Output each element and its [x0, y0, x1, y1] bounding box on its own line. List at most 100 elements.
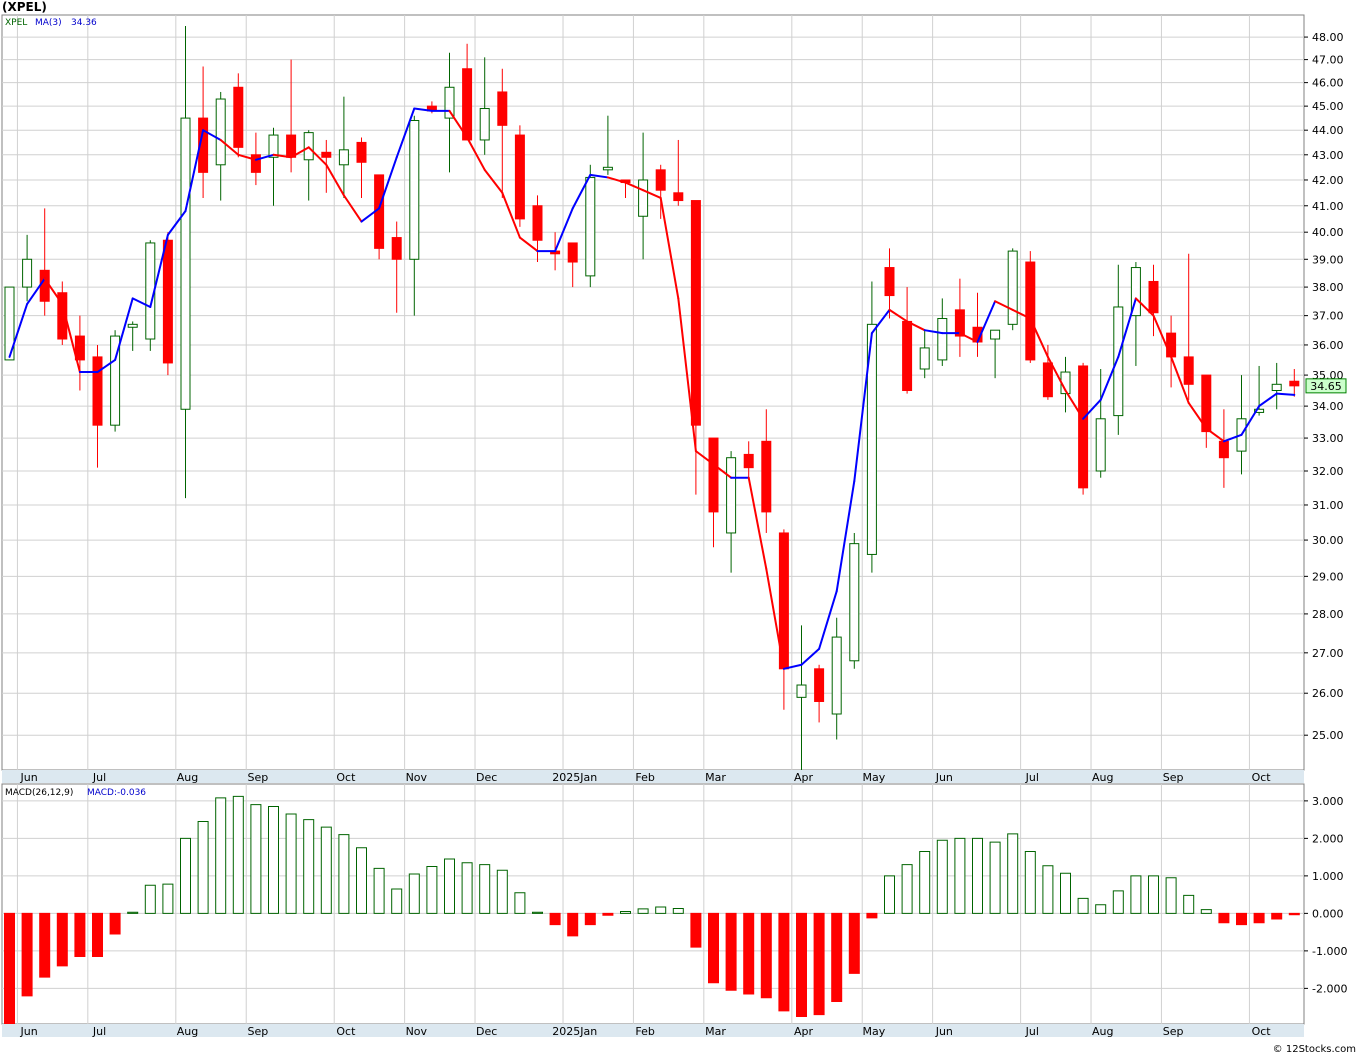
macd-histogram-bar: [848, 912, 860, 974]
macd-histogram-bar: [708, 912, 719, 984]
ma-segment: [782, 663, 803, 670]
macd-histogram-bar: [1271, 912, 1283, 920]
candle-body: [1078, 365, 1089, 489]
ma-segment: [1205, 427, 1225, 443]
candle-body: [743, 453, 754, 469]
candle-body: [356, 141, 367, 163]
price-y-tick-label: 36.00: [1312, 339, 1344, 352]
ma-segment: [290, 146, 310, 159]
macd-histogram-bar: [496, 869, 508, 914]
macd-histogram-bar: [461, 862, 473, 914]
macd-histogram-bar: [1077, 897, 1089, 914]
macd-histogram-bar: [92, 912, 103, 957]
ma-segment: [1258, 392, 1278, 408]
macd-histogram-bar: [250, 804, 262, 914]
x-tick-label-bottom: May: [863, 1025, 886, 1038]
macd-y-tick-label: 2.000: [1312, 832, 1344, 845]
candle-body: [726, 457, 737, 534]
candle-body: [1130, 267, 1141, 317]
ma-segment: [994, 300, 1014, 311]
macd-histogram-bar: [1007, 833, 1019, 914]
price-y-tick-label: 26.00: [1312, 687, 1344, 700]
ma-segment: [1240, 405, 1261, 436]
candle-body: [831, 636, 842, 715]
ma-segment: [1099, 355, 1120, 401]
macd-histogram-bar: [303, 819, 315, 914]
macd-histogram-bar: [338, 834, 350, 914]
macd-histogram-bar: [373, 867, 385, 914]
ma-segment: [712, 463, 733, 479]
macd-histogram-bar: [989, 841, 1001, 914]
ma-segment: [96, 358, 117, 374]
ma-segment: [395, 107, 416, 159]
candle-body: [761, 440, 772, 513]
candle-body: [1025, 261, 1036, 361]
ma-segment: [325, 163, 345, 197]
x-tick-label-top: Jul: [92, 771, 106, 784]
x-tick-label-bottom: Dec: [476, 1025, 497, 1038]
x-tick-label-bottom: Jul: [1025, 1025, 1039, 1038]
x-tick-label-bottom: Feb: [635, 1025, 654, 1038]
ma-segment: [360, 207, 381, 223]
macd-histogram-bar: [725, 912, 737, 991]
ma-segment: [906, 320, 926, 332]
ma-segment: [1222, 433, 1243, 443]
ma-segment: [8, 303, 29, 358]
price-y-tick-label: 25.00: [1312, 729, 1344, 742]
ma-segment: [747, 476, 768, 570]
x-tick-label-bottom: Sep: [1163, 1025, 1184, 1038]
ma-segment: [765, 567, 785, 670]
candle-body: [866, 323, 877, 555]
ma-segment: [835, 480, 856, 593]
candle-body: [990, 329, 1001, 340]
macd-y-tick-label: -2.000: [1312, 982, 1347, 995]
ma-segment: [1170, 355, 1190, 404]
macd-histogram-bar: [972, 837, 983, 914]
candle-body: [1218, 440, 1229, 459]
ma-segment: [378, 156, 398, 210]
x-tick-label-top: 2025Jan: [552, 771, 597, 784]
macd-panel: -2.000 -1.000 0.000 1.000 2.000 3.000 MACD(26…: [1, 783, 1347, 1025]
ma-segment: [43, 277, 64, 306]
x-tick-label-top: Oct: [336, 771, 356, 784]
macd-y-tick-label: 3.000: [1312, 795, 1344, 808]
price-y-tick-label: 38.00: [1312, 281, 1344, 294]
candle-body: [1254, 408, 1265, 413]
candle-body: [796, 684, 807, 698]
price-y-tick-label: 34.00: [1312, 400, 1344, 413]
macd-histogram-bar: [21, 912, 33, 997]
ma-segment: [466, 136, 486, 171]
ma-segment: [659, 196, 680, 300]
macd-histogram-bar: [954, 837, 966, 914]
candle-body: [286, 134, 297, 158]
price-y-tick-label: 48.00: [1312, 31, 1344, 44]
candle-body: [110, 335, 121, 426]
x-axis-top: Jun Jul Aug Sep Oct Nov Dec 2025Jan Feb Mar Apr May…: [20, 771, 1272, 784]
ma-segment: [166, 209, 187, 236]
x-tick-label-top: Apr: [794, 771, 814, 784]
x-tick-label-bottom: Jun: [20, 1025, 38, 1038]
candle-body: [937, 318, 948, 361]
x-tick-label-bottom: Jun: [935, 1025, 953, 1038]
macd-histogram-bar: [567, 912, 579, 937]
macd-histogram-bar: [672, 908, 684, 914]
macd-histogram-bar: [144, 884, 156, 914]
candle-body: [162, 239, 173, 364]
last-price-label: 34.65: [1310, 380, 1342, 393]
x-tick-label-top: Jun: [20, 771, 38, 784]
candle-body: [198, 117, 209, 173]
macd-histogram-bar: [919, 851, 931, 914]
macd-histogram-bar: [285, 813, 297, 914]
x-tick-label-top: Nov: [406, 771, 428, 784]
ma-segment: [554, 207, 574, 253]
macd-histogram-bar: [408, 873, 420, 914]
macd-histogram-bar: [584, 912, 596, 926]
ma-segment: [202, 129, 222, 141]
macd-histogram-bar: [268, 806, 279, 914]
candle-body: [74, 335, 85, 361]
candle-body: [1113, 306, 1124, 417]
x-tick-label-bottom: Oct: [1252, 1025, 1272, 1038]
candle-body: [303, 132, 314, 161]
macd-histogram-bar: [1060, 872, 1071, 914]
macd-histogram-bar: [215, 797, 227, 914]
